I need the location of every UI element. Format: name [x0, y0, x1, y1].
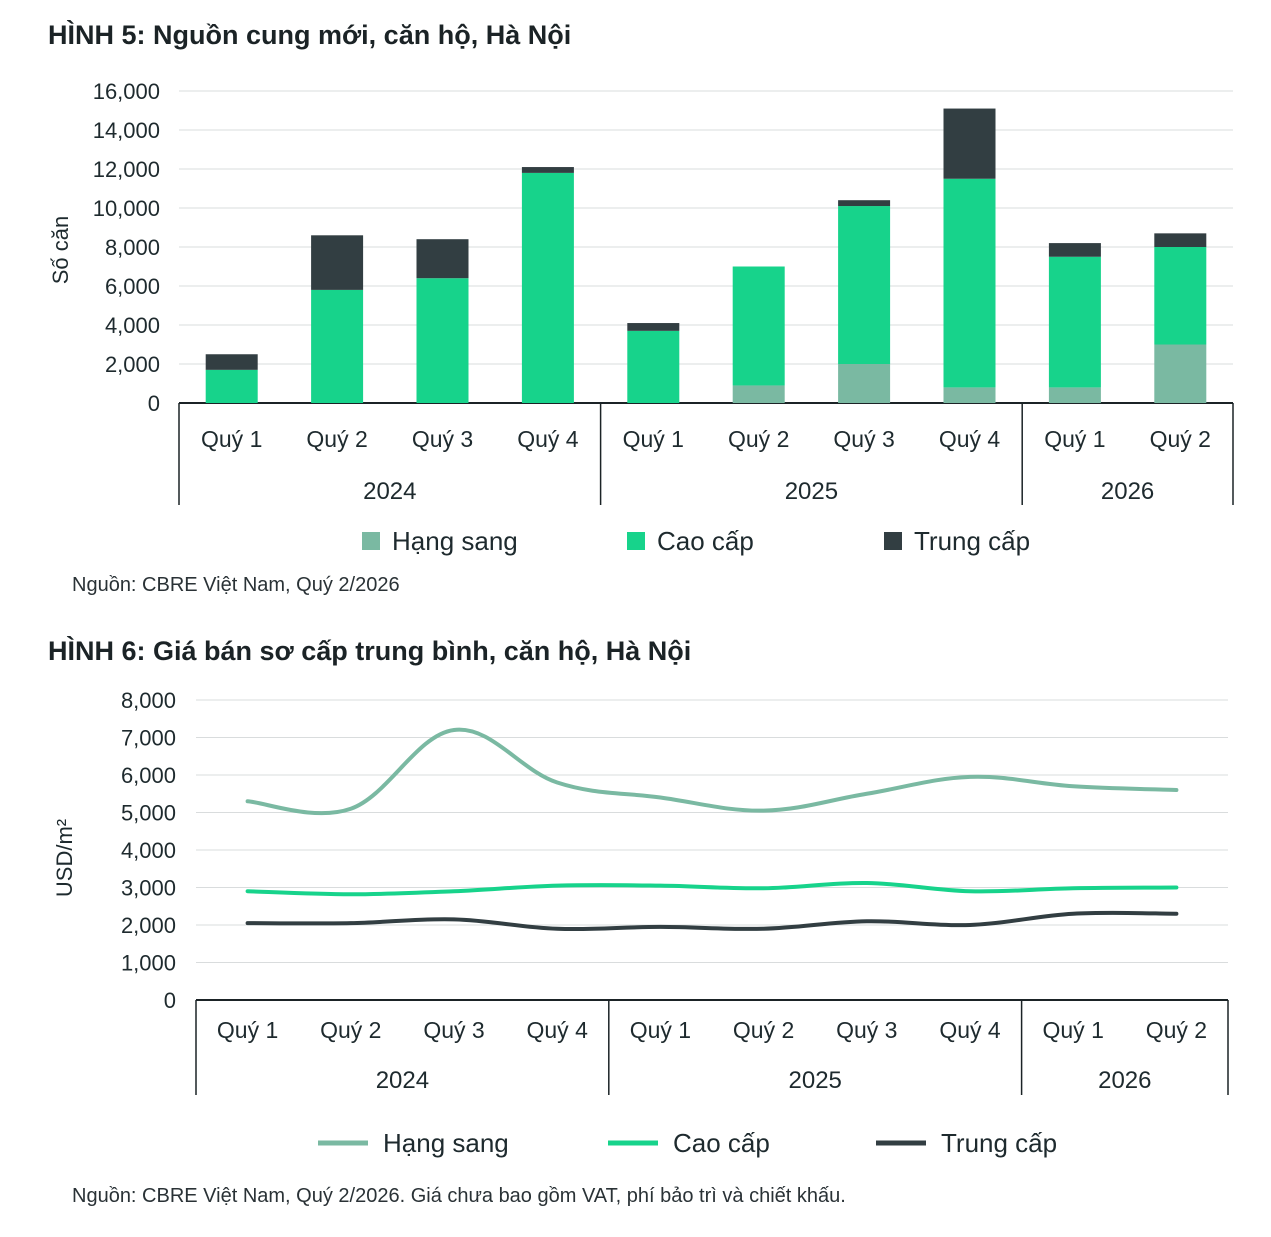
category-label: Quý 2	[1150, 426, 1211, 452]
legend-label-trung-cap: Trung cấp	[914, 526, 1030, 556]
legend-label-cao-cap: Cao cấp	[673, 1128, 770, 1158]
category-label: Quý 3	[412, 426, 473, 452]
year-label: 2024	[376, 1067, 429, 1094]
figure5-chart: 16,000 14,000 12,000 10,000 8,000 6,000 4,000 2…	[48, 79, 1234, 556]
category-label: Quý 2	[728, 426, 789, 452]
y-tick-label: 4,000	[121, 838, 176, 863]
legend-label-cao-cap: Cao cấp	[657, 526, 754, 556]
figure6-title: HÌNH 6: Giá bán sơ cấp trung bình, căn h…	[48, 636, 692, 666]
bar-cao-cap	[838, 206, 891, 364]
year-label: 2026	[1101, 478, 1154, 505]
figure5-source: Nguồn: CBRE Việt Nam, Quý 2/2026	[72, 574, 400, 596]
bar-hang-sang	[1048, 387, 1101, 403]
year-label: 2025	[785, 478, 838, 505]
y-axis-title: USD/m²	[52, 819, 77, 897]
bar-cao-cap	[416, 278, 469, 403]
category-label: Quý 4	[939, 426, 1001, 452]
legend-label-trung-cap: Trung cấp	[941, 1128, 1057, 1158]
y-tick-label: 14,000	[93, 118, 160, 143]
category-label: Quý 4	[939, 1017, 1001, 1043]
year-label: 2024	[363, 478, 416, 505]
y-tick-label: 6,000	[105, 274, 160, 299]
line-hang-sang	[245, 727, 1179, 816]
bar-trung-cap	[1154, 233, 1207, 247]
bar-trung-cap	[521, 167, 574, 173]
bar-cao-cap	[311, 289, 364, 403]
y-tick-label: 12,000	[93, 157, 160, 182]
bar-cao-cap	[1154, 247, 1207, 345]
category-label: Quý 3	[423, 1017, 484, 1043]
y-tick-label: 2,000	[121, 913, 176, 938]
bar-trung-cap	[205, 354, 258, 370]
bar-trung-cap	[1048, 243, 1101, 257]
bar-cao-cap	[1048, 256, 1101, 388]
bar-trung-cap	[416, 239, 469, 279]
bar-cao-cap	[205, 369, 258, 403]
category-label: Quý 4	[527, 1017, 589, 1043]
bar-cao-cap	[521, 172, 574, 403]
category-label: Quý 1	[1043, 1017, 1104, 1043]
category-label: Quý 3	[836, 1017, 897, 1043]
bar-cao-cap	[732, 266, 785, 386]
bar-hang-sang	[732, 385, 785, 403]
y-tick-label: 4,000	[105, 313, 160, 338]
figure5-title: HÌNH 5: Nguồn cung mới, căn hộ, Hà Nội	[48, 20, 572, 50]
category-label: Quý 1	[623, 426, 684, 452]
category-label: Quý 1	[630, 1017, 691, 1043]
y-tick-label: 6,000	[121, 763, 176, 788]
y-tick-label: 3,000	[121, 876, 176, 901]
legend-swatch-hang-sang	[362, 532, 380, 550]
y-tick-label: 0	[148, 391, 160, 416]
category-label: Quý 2	[320, 1017, 381, 1043]
bar-trung-cap	[311, 235, 364, 290]
legend-label-hang-sang: Hạng sang	[392, 526, 518, 556]
y-tick-label: 1,000	[121, 951, 176, 976]
y-axis-title: Số căn	[48, 216, 73, 285]
bar-cao-cap	[943, 178, 996, 388]
category-label: Quý 1	[1044, 426, 1105, 452]
y-tick-label: 8,000	[121, 688, 176, 713]
y-tick-label: 7,000	[121, 726, 176, 751]
line-cao-cap	[245, 880, 1179, 897]
category-label: Quý 4	[517, 426, 579, 452]
y-tick-label: 5,000	[121, 801, 176, 826]
category-label: Quý 3	[833, 426, 894, 452]
category-label: Quý 1	[201, 426, 262, 452]
bar-hang-sang	[1154, 344, 1207, 403]
bar-trung-cap	[627, 323, 680, 331]
y-tick-label: 10,000	[93, 196, 160, 221]
y-tick-label: 16,000	[93, 79, 160, 104]
category-label: Quý 2	[733, 1017, 794, 1043]
bar-trung-cap	[943, 108, 996, 179]
bar-hang-sang	[943, 387, 996, 403]
y-tick-label: 2,000	[105, 352, 160, 377]
legend-swatch-trung-cap	[884, 532, 902, 550]
y-tick-label: 0	[164, 988, 176, 1013]
bar-hang-sang	[838, 364, 891, 403]
category-label: Quý 2	[1146, 1017, 1207, 1043]
line-trung-cap	[245, 910, 1179, 932]
year-label: 2026	[1098, 1067, 1151, 1094]
category-label: Quý 2	[306, 426, 367, 452]
bar-cao-cap	[627, 330, 680, 403]
legend-swatch-cao-cap	[627, 532, 645, 550]
category-label: Quý 1	[217, 1017, 278, 1043]
y-tick-label: 8,000	[105, 235, 160, 260]
year-label: 2025	[789, 1067, 842, 1094]
bar-trung-cap	[838, 200, 891, 207]
figure6-source: Nguồn: CBRE Việt Nam, Quý 2/2026. Giá ch…	[72, 1185, 846, 1207]
legend-label-hang-sang: Hạng sang	[383, 1128, 509, 1158]
